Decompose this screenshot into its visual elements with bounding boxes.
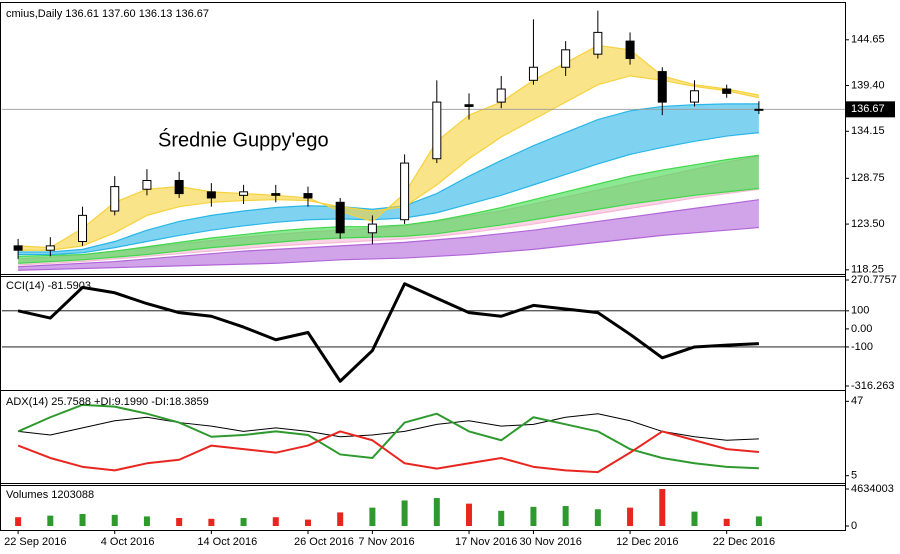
x-tick-label: 7 Nov 2016 — [358, 536, 414, 548]
ema-line — [18, 44, 760, 249]
volume-bar — [176, 518, 183, 526]
volume-bar — [594, 509, 601, 526]
y-tick-label: -100 — [851, 341, 873, 353]
candle-body — [303, 193, 313, 199]
volume-bar — [143, 516, 150, 526]
volume-bar — [659, 489, 666, 526]
candle-body — [722, 88, 732, 94]
candle-body — [174, 180, 184, 195]
y-tick-label: 134.15 — [851, 125, 885, 137]
volume-bar — [15, 517, 22, 526]
candle-body — [464, 104, 474, 107]
volume-bar — [337, 512, 344, 526]
x-tick-label: 26 Oct 2016 — [294, 536, 354, 548]
x-tick-label: 22 Sep 2016 — [4, 536, 66, 548]
x-tick-label: 30 Nov 2016 — [519, 536, 581, 548]
y-tick-label: 100 — [851, 305, 869, 317]
y-tick-label: 5 — [851, 470, 857, 482]
ema-line — [18, 154, 759, 257]
volume-bar — [466, 503, 473, 526]
candle-body — [689, 90, 699, 103]
candle-body — [561, 49, 571, 68]
volume-bar — [755, 516, 762, 526]
candle-body — [206, 191, 216, 199]
ema-line — [18, 188, 759, 266]
x-tick-label: 22 Dec 2016 — [713, 536, 775, 548]
volume-bar — [498, 510, 505, 526]
candle-body — [271, 193, 281, 196]
indicator-line — [17, 282, 759, 383]
volume-bar — [79, 514, 86, 526]
price-box — [845, 101, 895, 118]
candle-body — [78, 214, 88, 243]
volume-bar — [530, 506, 537, 526]
y-tick-label: 128.75 — [851, 172, 885, 184]
ema-line — [18, 199, 759, 268]
y-tick-label: 270.7757 — [851, 274, 897, 286]
volume-bar — [208, 518, 215, 526]
panel-frame — [0, 2, 846, 277]
volume-bar — [304, 519, 311, 526]
candle-body — [45, 245, 55, 251]
band-fill — [18, 45, 759, 251]
panel-title: ADX(14) 25.7588 +DI:9.1990 -DI:18.3859 — [6, 396, 209, 408]
y-tick-label: 123.50 — [851, 218, 885, 230]
volume-bar — [111, 514, 118, 526]
candle-body — [754, 108, 764, 111]
annotation: Średnie Guppy'ego — [158, 127, 329, 151]
x-tick-label: 12 Dec 2016 — [616, 536, 678, 548]
panel-title: cmius,Daily 136.61 137.60 136.13 136.67 — [6, 8, 209, 20]
y-tick-label: 139.40 — [851, 79, 885, 91]
candle-body — [400, 162, 410, 221]
y-tick-label: 0.00 — [851, 323, 872, 335]
volume-bar — [369, 507, 376, 526]
candle-body — [13, 245, 23, 251]
y-tick-label: 118.25 — [851, 264, 884, 276]
x-tick-label: 4 Oct 2016 — [101, 536, 155, 548]
candle-body — [657, 71, 667, 103]
candle-body — [593, 31, 603, 55]
volume-bar — [562, 506, 569, 526]
volume-bar — [627, 507, 634, 526]
volume-bar — [723, 518, 730, 526]
indicator-line — [17, 403, 759, 470]
volume-bar — [240, 518, 247, 526]
indicator-line — [17, 430, 759, 474]
ema-line — [18, 226, 759, 271]
panel-title: CCI(14) -81.5903 — [6, 280, 91, 292]
indicator-line — [18, 413, 759, 441]
y-tick-label: -316.263 — [851, 380, 894, 392]
ema-line — [18, 131, 759, 256]
x-tick-label: 17 Nov 2016 — [455, 536, 517, 548]
volume-bar — [691, 511, 698, 526]
volume-bar — [272, 517, 279, 526]
candle-body — [239, 191, 249, 196]
volume-bar — [47, 515, 54, 526]
ema-line — [18, 187, 759, 264]
y-tick-label: 0 — [851, 520, 857, 532]
y-tick-label: 144.65 — [851, 34, 885, 46]
y-tick-label: 4634003 — [851, 483, 894, 495]
volume-bar — [433, 498, 440, 526]
price-label: 136.67 — [851, 103, 885, 115]
candle-body — [110, 186, 120, 212]
candle-body — [142, 180, 152, 190]
panel-frame — [0, 390, 846, 486]
candle-body — [335, 201, 345, 234]
candle-body — [625, 40, 635, 60]
candle-body — [367, 223, 377, 234]
ema-line — [18, 75, 760, 251]
candle-body — [528, 66, 538, 81]
candle-body — [496, 88, 506, 103]
x-tick-label: 14 Oct 2016 — [197, 536, 257, 548]
volume-bar — [401, 500, 408, 526]
y-tick-label: 47 — [851, 395, 863, 407]
panel-title: Volumes 1203088 — [6, 489, 94, 501]
candle-body — [432, 101, 442, 160]
